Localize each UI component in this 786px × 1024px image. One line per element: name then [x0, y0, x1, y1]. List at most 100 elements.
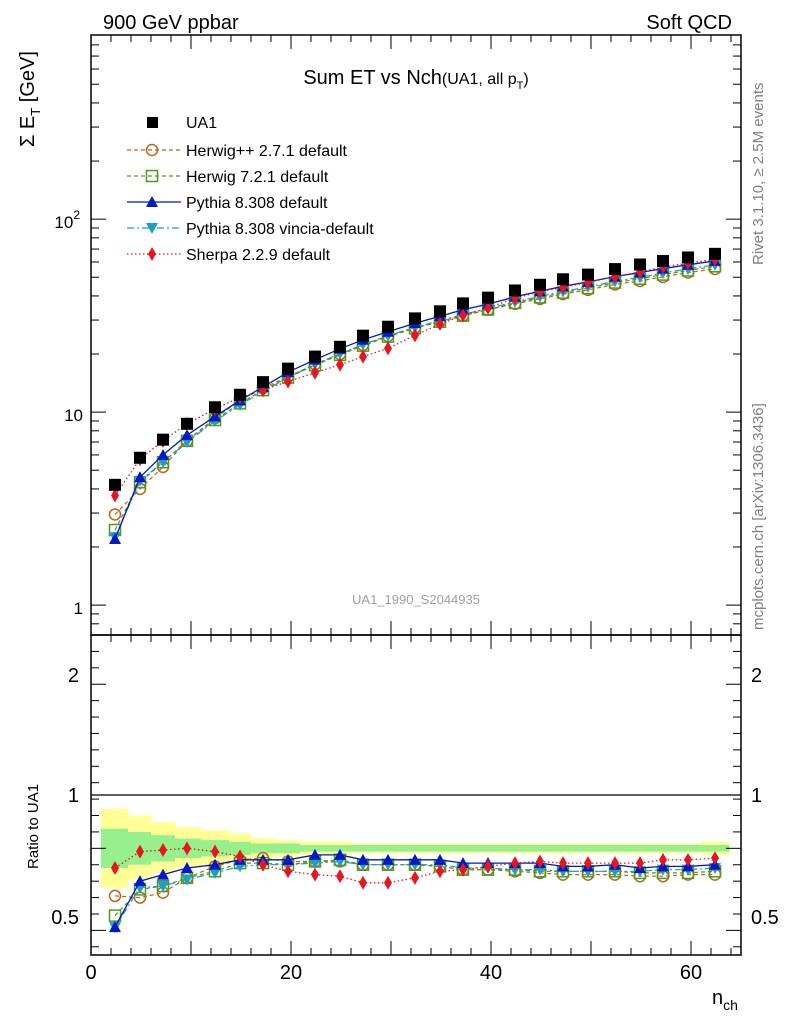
- ratio-point-sherpa: [136, 844, 144, 859]
- main-point-UA1: [257, 376, 269, 389]
- band-inner-bin: [276, 843, 301, 854]
- ratio-panel-frame: [90, 634, 742, 956]
- ratio-point-pythia: [282, 853, 294, 865]
- ratio-ytick-label-2-right: 2: [751, 665, 762, 687]
- main-point-pythia: [209, 410, 221, 422]
- main-ylabel: Σ ET [GeV]: [17, 51, 43, 147]
- ratio-point-sherpa: [211, 844, 219, 859]
- main-point-sherpa: [436, 317, 444, 332]
- ratio-point-sherpa: [559, 856, 567, 871]
- band-inner-bin: [451, 845, 477, 852]
- ratio-point-pythia: [382, 853, 394, 865]
- xtick-label-40: 40: [480, 962, 502, 984]
- main-point-UA1: [457, 297, 469, 310]
- ratio-point-pythia: [109, 921, 121, 933]
- band-inner-bin: [576, 845, 602, 852]
- main-point-sherpa: [384, 341, 392, 356]
- band-inner-bin: [229, 841, 252, 855]
- main-point-sherpa: [311, 365, 319, 380]
- ratio-point-sherpa: [611, 856, 619, 871]
- main-point-UA1: [434, 305, 446, 318]
- header-left: 900 GeV ppbar: [103, 12, 239, 34]
- band-inner-bin: [330, 845, 352, 852]
- ratio-point-sherpa: [236, 849, 244, 864]
- main-ytick-label-1: 1: [74, 599, 83, 618]
- ratio-point-sherpa: [436, 864, 444, 879]
- ratio-point-vincia: [309, 858, 321, 870]
- ratio-point-sherpa: [636, 856, 644, 871]
- ratio-point-sherpa: [311, 867, 319, 882]
- xtick-label-20: 20: [280, 962, 302, 984]
- ratio-ytick-label-05-left: 0.5: [51, 907, 79, 929]
- legend-label-ua1: UA1: [186, 115, 217, 132]
- main-point-vincia: [157, 457, 169, 469]
- legend-entry-sherpa: Sherpa 2.2.9 default: [127, 247, 331, 264]
- main-point-UA1: [234, 388, 246, 401]
- main-point-UA1: [309, 350, 321, 363]
- main-point-UA1: [409, 312, 421, 325]
- band-inner-bin: [629, 845, 652, 852]
- ratio-panel-ticks: [90, 635, 741, 955]
- band-inner-bin: [601, 845, 630, 852]
- band-inner-bin: [351, 845, 376, 852]
- main-point-UA1: [634, 258, 646, 271]
- header-right: Soft QCD: [646, 12, 732, 34]
- band-inner-bin: [476, 845, 502, 852]
- main-point-UA1: [282, 362, 294, 375]
- rivet-label: Rivet 3.1.10, ≥ 2.5M events: [750, 83, 767, 266]
- main-point-UA1: [582, 268, 594, 281]
- ratio-point-pythia: [181, 862, 193, 874]
- main-point-pythia: [134, 471, 146, 483]
- ratio-point-sherpa: [159, 842, 167, 857]
- main-point-UA1: [157, 433, 169, 446]
- ratio-point-sherpa: [259, 857, 267, 872]
- ratio-point-sherpa: [336, 869, 344, 884]
- mcplots-label: mcplots.cern.ch [arXiv:1306.3436]: [750, 403, 767, 630]
- main-point-pythia: [157, 448, 169, 460]
- ratio-point-vincia: [157, 881, 169, 893]
- legend-label-sherpa: Sherpa 2.2.9 default: [186, 247, 331, 264]
- ratio-point-pythia: [409, 853, 421, 865]
- main-point-UA1: [534, 278, 546, 291]
- band-inner-bin: [429, 845, 452, 852]
- main-point-UA1: [181, 417, 193, 430]
- main-point-UA1: [209, 401, 221, 414]
- ratio-point-sherpa: [484, 859, 492, 874]
- ratio-point-sherpa: [711, 851, 719, 866]
- xtick-label-0: 0: [85, 962, 96, 984]
- main-point-UA1: [134, 451, 146, 464]
- ratio-point-sherpa: [659, 852, 667, 867]
- main-panel-series: [108, 247, 722, 545]
- ratio-point-sherpa: [183, 841, 191, 856]
- ratio-ytick-label-1-left: 1: [68, 785, 79, 807]
- main-point-UA1: [334, 340, 346, 353]
- legend-label-herwigpp: Herwig++ 2.7.1 default: [186, 143, 348, 160]
- ratio-ytick-label-2-left: 2: [68, 665, 79, 687]
- legend: UA1 Herwig++ 2.7.1 default Herwig 7.2.1 …: [127, 115, 374, 264]
- legend-entry-pythia: Pythia 8.308 default: [127, 195, 328, 212]
- analysis-watermark: UA1_1990_S2044935: [352, 592, 480, 607]
- main-point-UA1: [109, 478, 121, 491]
- band-inner-bin: [676, 845, 702, 852]
- ratio-point-pythia: [434, 853, 446, 865]
- band-inner-bin: [300, 845, 331, 852]
- ratio-point-sherpa: [511, 856, 519, 871]
- main-ytick-label-100: 102: [54, 208, 80, 232]
- ratio-point-vincia: [181, 874, 193, 886]
- ratio-point-pythia: [157, 868, 169, 880]
- main-point-UA1: [557, 273, 569, 286]
- main-point-sherpa: [484, 300, 492, 315]
- legend-entry-vincia: Pythia 8.308 vincia-default: [127, 221, 374, 238]
- ratio-point-pythia: [334, 848, 346, 860]
- band-inner-bin: [551, 845, 577, 852]
- main-point-sherpa: [411, 328, 419, 343]
- legend-entry-herwig7: Herwig 7.2.1 default: [127, 169, 329, 186]
- main-point-UA1: [609, 263, 621, 276]
- main-point-sherpa: [459, 308, 467, 323]
- ratio-point-pythia: [209, 858, 221, 870]
- main-point-pythia: [109, 533, 121, 545]
- ratio-point-sherpa: [584, 856, 592, 871]
- ratio-point-sherpa: [384, 875, 392, 890]
- main-point-sherpa: [336, 357, 344, 372]
